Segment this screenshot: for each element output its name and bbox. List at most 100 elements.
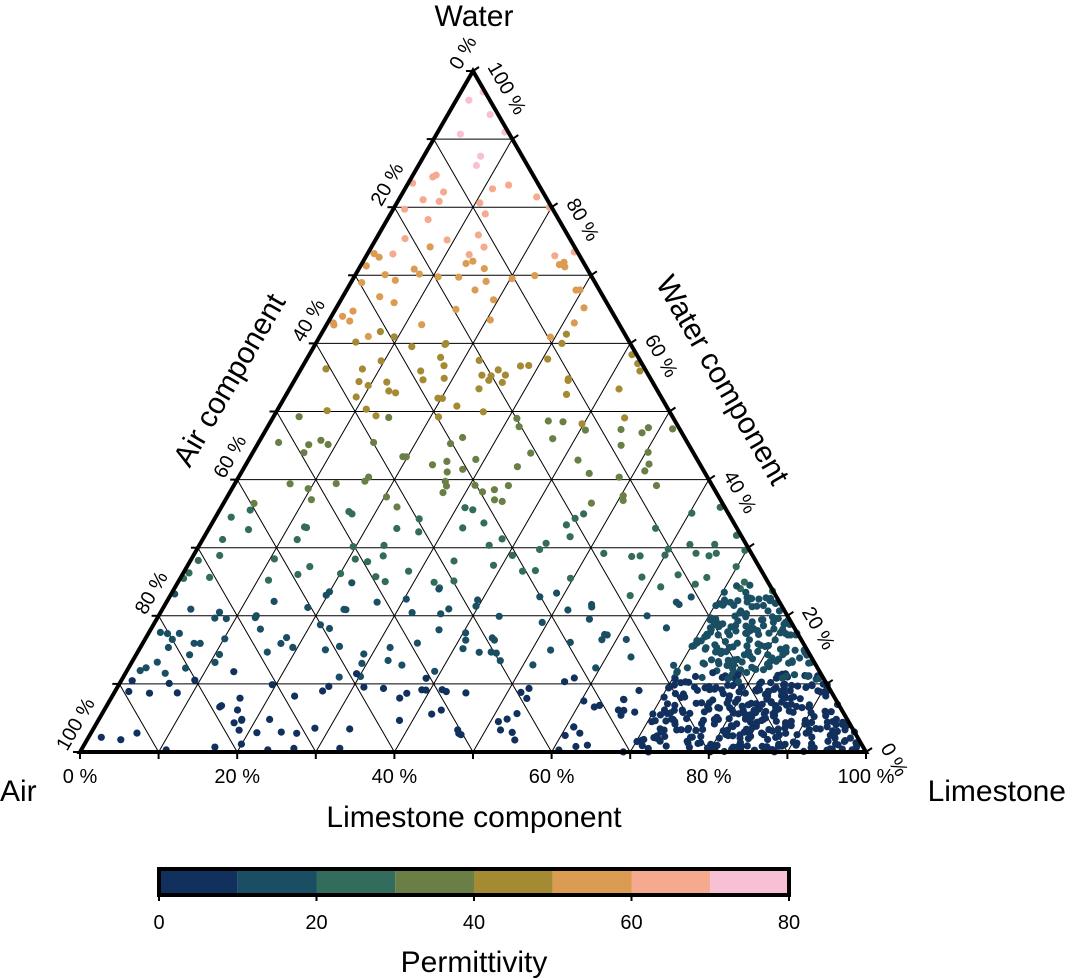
grid-line-limestone [551, 479, 710, 753]
data-point [337, 570, 345, 578]
data-point [547, 646, 555, 654]
data-point [142, 664, 150, 672]
data-point [679, 708, 687, 717]
data-point [712, 549, 720, 557]
data-point [358, 659, 366, 668]
data-point [670, 681, 678, 689]
data-point [311, 724, 319, 732]
data-point [617, 425, 625, 434]
data-point [358, 279, 366, 287]
data-point [372, 573, 380, 581]
data-point [488, 185, 497, 193]
data-point [434, 394, 442, 402]
grid-line-air [197, 547, 317, 753]
data-point [435, 626, 443, 634]
data-point [358, 365, 366, 373]
data-point [726, 704, 734, 712]
data-point [429, 173, 437, 181]
data-point [156, 628, 164, 637]
data-point [651, 717, 659, 725]
data-point [165, 679, 173, 688]
data-point [685, 743, 694, 751]
data-point [803, 719, 812, 727]
data-point [698, 720, 706, 728]
data-point [215, 608, 224, 616]
data-point [471, 286, 479, 294]
data-point [716, 600, 724, 608]
data-point [628, 552, 636, 561]
data-point [660, 726, 668, 734]
data-point [635, 686, 643, 695]
data-point [355, 378, 363, 386]
data-point [211, 658, 219, 667]
data-point [304, 485, 312, 493]
data-point [686, 733, 695, 742]
data-point [168, 635, 176, 644]
data-point [699, 659, 707, 667]
data-point [796, 654, 804, 662]
data-point [687, 593, 695, 601]
data-point [666, 709, 675, 717]
data-point [743, 630, 751, 638]
data-point [817, 688, 825, 696]
data-point [362, 262, 370, 270]
colorbar-bin [631, 869, 711, 895]
data-point [782, 618, 790, 626]
data-point [133, 729, 141, 737]
data-point [511, 736, 519, 744]
data-point [476, 199, 484, 207]
axis-title-right: Water component [649, 270, 796, 491]
data-point [360, 683, 368, 691]
data-point [486, 111, 494, 119]
data-point [418, 321, 426, 329]
data-point [662, 624, 671, 632]
tick-mark [786, 610, 794, 617]
data-point [576, 729, 584, 737]
data-point [570, 319, 578, 327]
data-point [295, 413, 303, 421]
data-point [782, 729, 790, 737]
data-point [746, 581, 754, 589]
data-point [697, 732, 705, 741]
data-point [494, 366, 502, 374]
data-point [419, 376, 427, 384]
data-point [787, 722, 795, 730]
data-point [841, 726, 849, 734]
data-point [562, 330, 571, 338]
data-point [764, 651, 772, 659]
data-point [501, 371, 509, 379]
data-point [382, 493, 391, 501]
data-point [641, 467, 649, 475]
data-point [322, 591, 330, 599]
data-point [459, 465, 467, 473]
data-point [385, 413, 393, 422]
data-point [731, 656, 739, 664]
data-point [529, 661, 537, 669]
data-point [652, 524, 660, 532]
colorbar-tick-label: 0 [153, 912, 164, 934]
data-point [729, 732, 737, 740]
data-point [194, 556, 202, 565]
data-point [435, 585, 443, 593]
data-point [754, 647, 762, 656]
data-point [492, 649, 500, 657]
data-point [714, 658, 723, 666]
data-point [390, 333, 398, 341]
data-point [707, 656, 716, 664]
data-point [798, 704, 806, 712]
data-point [445, 605, 453, 613]
data-point [294, 570, 302, 579]
data-point [508, 551, 516, 560]
data-point [117, 736, 125, 744]
tick-marks [73, 66, 873, 759]
data-point [729, 643, 737, 651]
data-point [781, 680, 789, 688]
data-point [598, 636, 606, 644]
data-point [542, 539, 550, 547]
data-point [437, 706, 445, 714]
data-point [620, 696, 628, 704]
data-point [277, 639, 285, 648]
data-point [422, 686, 430, 694]
data-point [385, 387, 393, 395]
data-point [781, 694, 789, 702]
